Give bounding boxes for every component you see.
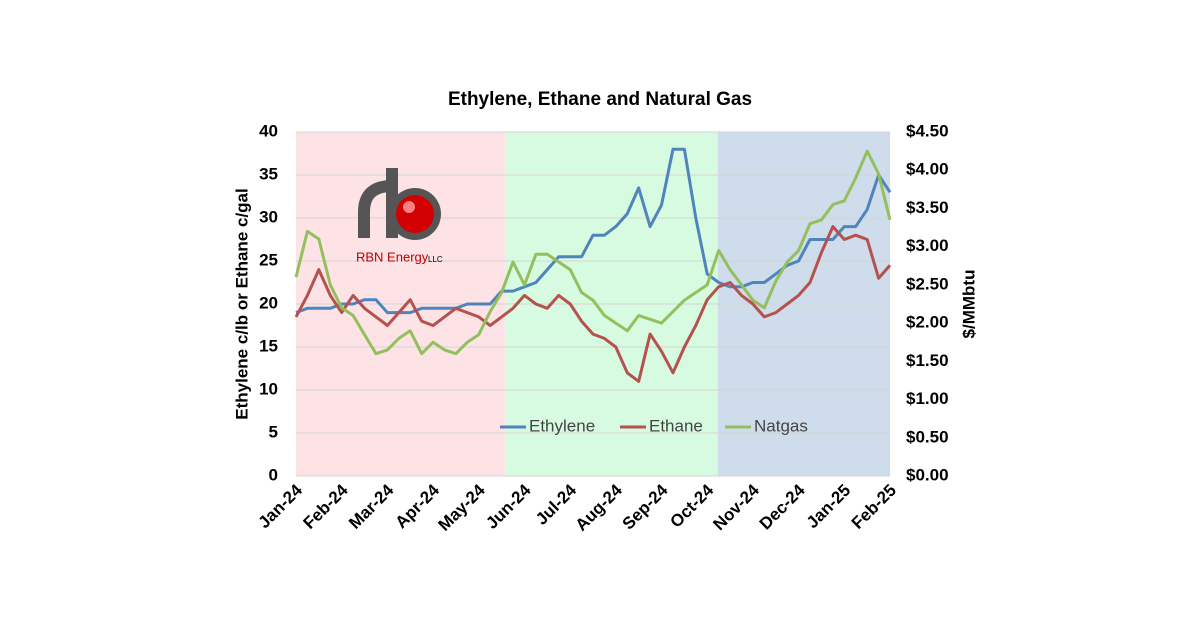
- y-tick-label: 10: [259, 379, 278, 398]
- chart-title: Ethylene, Ethane and Natural Gas: [448, 89, 752, 110]
- y2-axis-label: $/MMbtu: [959, 270, 978, 339]
- legend-label: Natgas: [754, 416, 808, 435]
- y2-tick-label: $3.00: [906, 236, 949, 255]
- logo-suffix: LLC: [428, 255, 443, 264]
- y-tick-label: 20: [259, 293, 278, 312]
- x-tick-label: Oct-24: [666, 480, 717, 531]
- x-tick-label: Apr-24: [392, 480, 444, 532]
- x-tick-label: May-24: [435, 480, 490, 535]
- y2-tick-label: $2.50: [906, 274, 949, 293]
- grid: [296, 131, 890, 477]
- lines: [294, 147, 892, 383]
- y2-tick-label: $1.50: [906, 351, 949, 370]
- x-tick-label: Dec-24: [756, 480, 809, 533]
- x-tick-label: Sep-24: [619, 480, 672, 533]
- y-tick-label: 40: [259, 121, 278, 140]
- x-tick-label: Nov-24: [709, 480, 763, 534]
- legend-label: Ethylene: [529, 416, 595, 435]
- legend-label: Ethane: [649, 416, 703, 435]
- y2-tick-label: $0.50: [906, 427, 949, 446]
- logo-ball: [396, 195, 434, 233]
- logo-highlight: [403, 201, 415, 213]
- series-line: [294, 225, 892, 383]
- series-line: [294, 149, 892, 356]
- y-tick-label: 30: [259, 207, 278, 226]
- legend: Ethylene Ethane Natgas: [500, 416, 808, 435]
- y-axis-label: Ethylene c/lb or Ethane c/gal: [232, 188, 251, 419]
- y-tick-label: 35: [259, 164, 278, 183]
- x-tick-label: Feb-25: [848, 481, 900, 533]
- x-tick-label: Jun-24: [482, 480, 535, 533]
- logo-text: RBN Energy: [356, 249, 429, 264]
- x-tick-label: Feb-24: [300, 480, 353, 533]
- x-tick-label: Jan-24: [254, 480, 306, 532]
- y2-tick-label: $3.50: [906, 198, 949, 217]
- y2-tick-label: $0.00: [906, 465, 949, 484]
- y2-tick-label: $2.00: [906, 313, 949, 332]
- y2-tick-label: $1.00: [906, 389, 949, 408]
- logo-pipe: [358, 180, 393, 238]
- y-tick-label: 5: [269, 422, 278, 441]
- x-tick-label: Mar-24: [345, 480, 398, 533]
- y-tick-label: 25: [259, 250, 278, 269]
- series-line: [295, 147, 892, 315]
- y-tick-label: 15: [259, 336, 278, 355]
- x-tick-label: Jan-25: [803, 481, 855, 533]
- y2-tick-label: $4.50: [906, 121, 949, 140]
- y2-tick-label: $4.00: [906, 160, 949, 179]
- x-tick-label: Aug-24: [572, 480, 627, 535]
- logo: RBN Energy LLC: [356, 168, 443, 264]
- y-tick-label: 0: [269, 465, 278, 484]
